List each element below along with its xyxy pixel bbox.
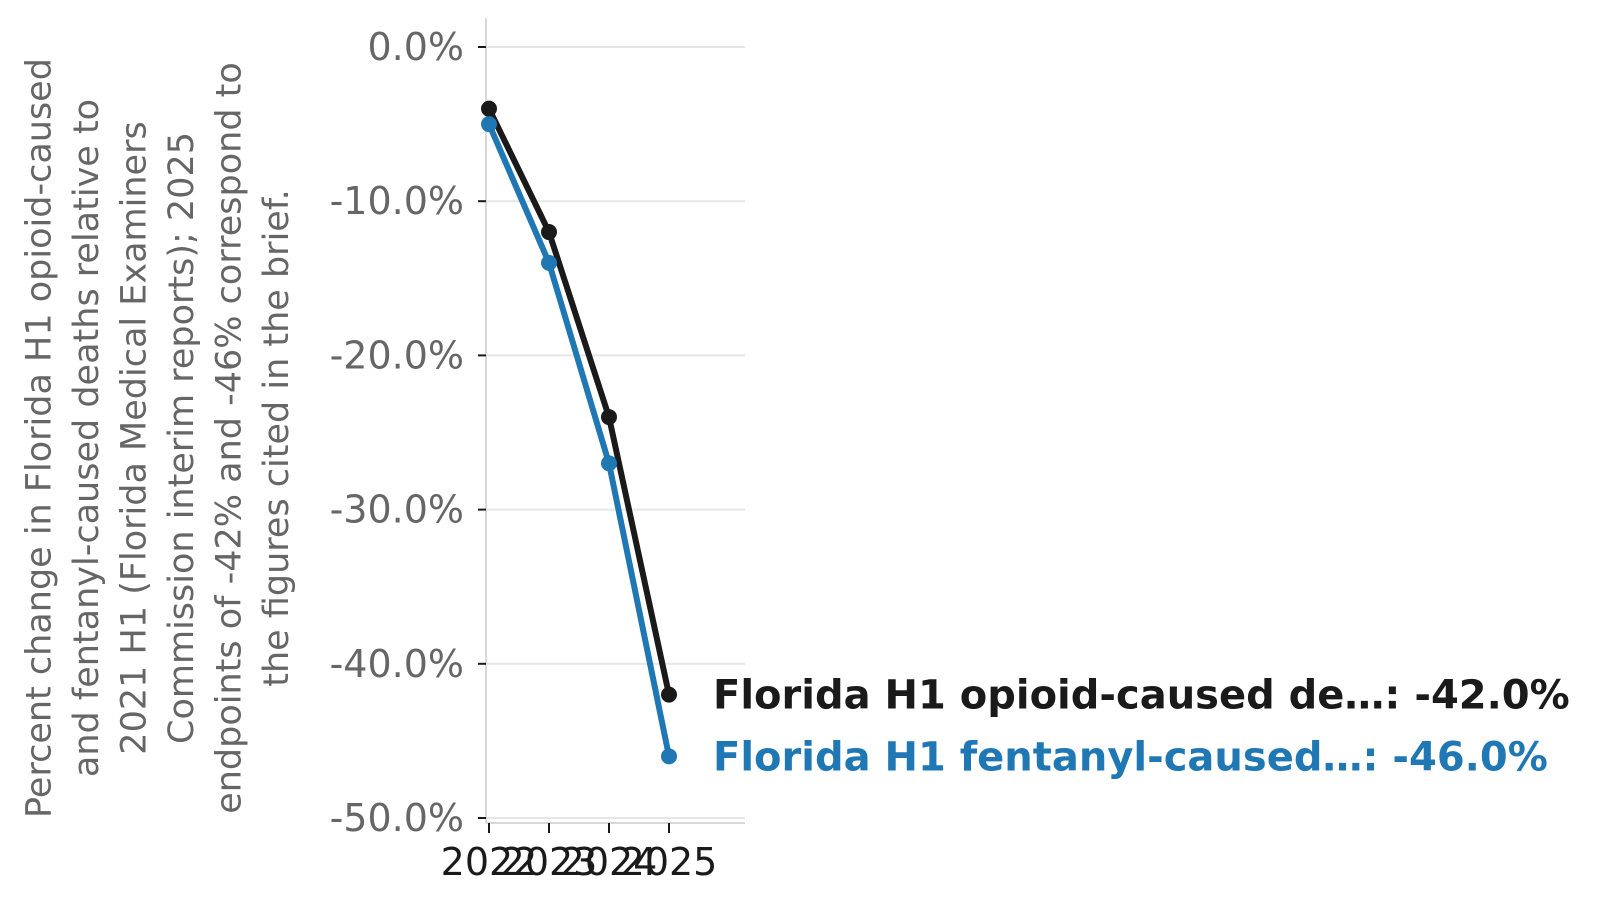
y-axis-label: Percent change in Florida H1 opioid-caus… bbox=[19, 58, 297, 818]
y-tick-label: -20.0% bbox=[330, 333, 464, 377]
grid bbox=[486, 46, 745, 819]
x-tick-label: 2024 bbox=[561, 840, 658, 884]
series-end-label: Florida H1 opioid-caused de…: -42.0% bbox=[713, 673, 1570, 719]
data-point bbox=[481, 100, 497, 117]
y-tick-label: -30.0% bbox=[330, 488, 464, 532]
data-point bbox=[601, 455, 617, 472]
y-axis-label-line: the figures cited in the brief. bbox=[257, 189, 297, 686]
y-axis-label-line: Percent change in Florida H1 opioid-caus… bbox=[19, 58, 59, 818]
series-line bbox=[486, 105, 672, 698]
y-tick-label: -40.0% bbox=[330, 642, 464, 686]
y-axis-label-line: 2021 H1 (Florida Medical Examiners bbox=[114, 121, 154, 754]
y-axis-label-line: and fentanyl-caused deaths relative to bbox=[67, 99, 107, 777]
series-line bbox=[486, 121, 672, 760]
data-point bbox=[541, 254, 557, 271]
y-axis-label-line: Commission interim reports); 2025 bbox=[162, 132, 202, 744]
data-point bbox=[601, 409, 617, 426]
x-tick-label: 2025 bbox=[621, 840, 718, 884]
end-labels: Florida H1 opioid-caused de…: -42.0% Flor… bbox=[713, 673, 1570, 781]
x-tick-label: 2022 bbox=[441, 840, 538, 884]
series bbox=[481, 100, 677, 765]
y-tick-label: -50.0% bbox=[330, 796, 464, 840]
x-tick-label: 2023 bbox=[501, 840, 598, 884]
y-axis-label-line: endpoints of -42% and -46% correspond to bbox=[209, 62, 249, 814]
data-point bbox=[661, 748, 677, 765]
y-tick-label: 0.0% bbox=[367, 25, 464, 69]
data-point bbox=[661, 686, 677, 703]
data-point bbox=[541, 224, 557, 241]
y-ticks: 0.0% -10.0% -20.0% -30.0% -40.0% -50.0% bbox=[330, 25, 486, 840]
data-point bbox=[481, 116, 497, 133]
y-tick-label: -10.0% bbox=[330, 179, 464, 223]
series-end-label: Florida H1 fentanyl-caused…: -46.0% bbox=[713, 734, 1548, 780]
